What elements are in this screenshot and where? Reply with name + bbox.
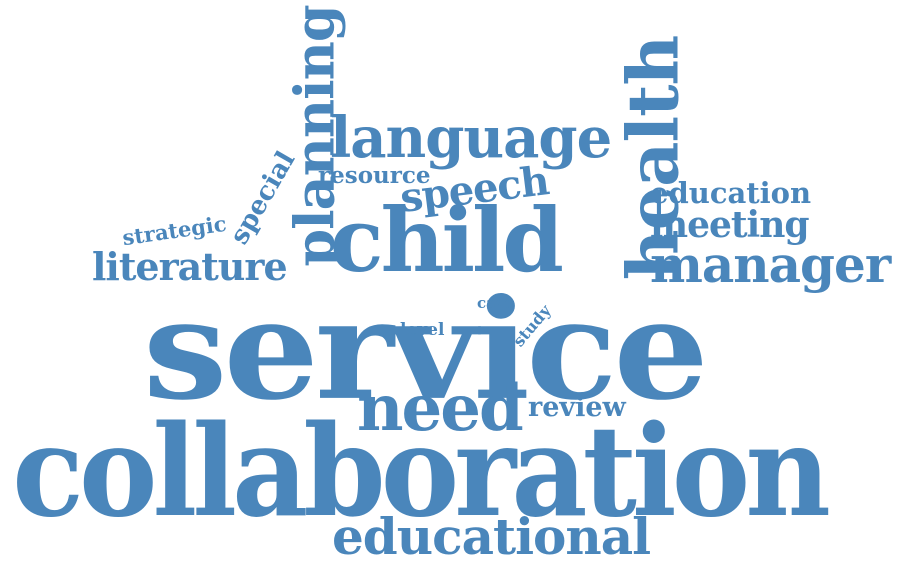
word-educational: educational (332, 507, 651, 561)
word-service: service (143, 269, 709, 431)
word-level: level (400, 320, 445, 340)
word-strategic: strategic (120, 210, 228, 251)
word-manager: manager (650, 235, 891, 294)
word-language: language (330, 105, 612, 171)
word-literature: literature (92, 244, 288, 289)
word-education: education (650, 176, 812, 210)
word-collaboration: collaboration (12, 397, 831, 546)
word-case: case (477, 294, 514, 312)
word-review: review (528, 392, 626, 423)
word-resource: resource (318, 162, 431, 189)
word-need: need (357, 371, 524, 446)
word-planning: planning (282, 5, 347, 267)
word-child: child (330, 188, 564, 292)
word-meeting: meeting (650, 204, 810, 246)
